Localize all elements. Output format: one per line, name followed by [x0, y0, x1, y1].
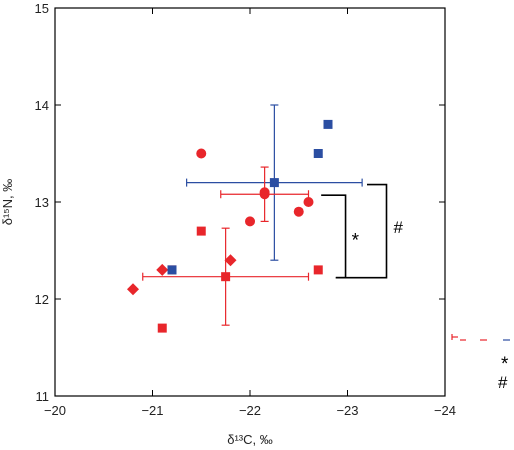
- y-tick-label: 11: [36, 389, 50, 404]
- outside-hash: #: [498, 373, 508, 392]
- square-point: [313, 149, 323, 158]
- y-tick-label: 13: [35, 195, 49, 210]
- x-tick-label: −22: [239, 403, 261, 418]
- square-point: [221, 272, 231, 282]
- circle-point: [259, 187, 270, 198]
- bracket-label-hash: #: [393, 218, 403, 237]
- square-point: [313, 265, 323, 275]
- diamond-point: [156, 263, 169, 276]
- circle-point: [303, 197, 314, 207]
- square-point: [323, 119, 333, 129]
- bracket-hash: [335, 183, 388, 279]
- circle-point: [245, 216, 255, 227]
- square-point: [167, 265, 177, 275]
- diamond-point: [224, 254, 237, 267]
- y-tick-label: 12: [35, 292, 49, 307]
- x-tick-label: −20: [44, 403, 66, 418]
- bracket-asterisk: [321, 194, 347, 279]
- outside-asterisk: *: [501, 354, 509, 375]
- square-point: [196, 226, 206, 236]
- x-axis-label: δ¹³C, ‰: [227, 432, 273, 447]
- significance-brackets: *#: [321, 183, 403, 279]
- y-axis-label: δ¹⁵N, ‰: [0, 179, 15, 226]
- error-bars: [142, 104, 363, 326]
- circle-point: [293, 206, 304, 217]
- y-tick-label: 15: [35, 1, 49, 16]
- x-tick-label: −24: [434, 403, 456, 418]
- outside-error-marks: [451, 334, 510, 341]
- data-markers: [127, 119, 333, 333]
- axis-ticks: −20 −21 −22 −23 −24 11 12 13 14 15: [35, 1, 457, 418]
- y-tick-label: 14: [35, 98, 49, 113]
- x-tick-label: −21: [141, 403, 163, 418]
- circle-point: [196, 148, 207, 159]
- diamond-point: [127, 283, 139, 296]
- square-point: [157, 323, 167, 333]
- bracket-label-asterisk: *: [352, 230, 360, 251]
- square-point: [269, 178, 279, 188]
- x-tick-label: −23: [336, 403, 358, 418]
